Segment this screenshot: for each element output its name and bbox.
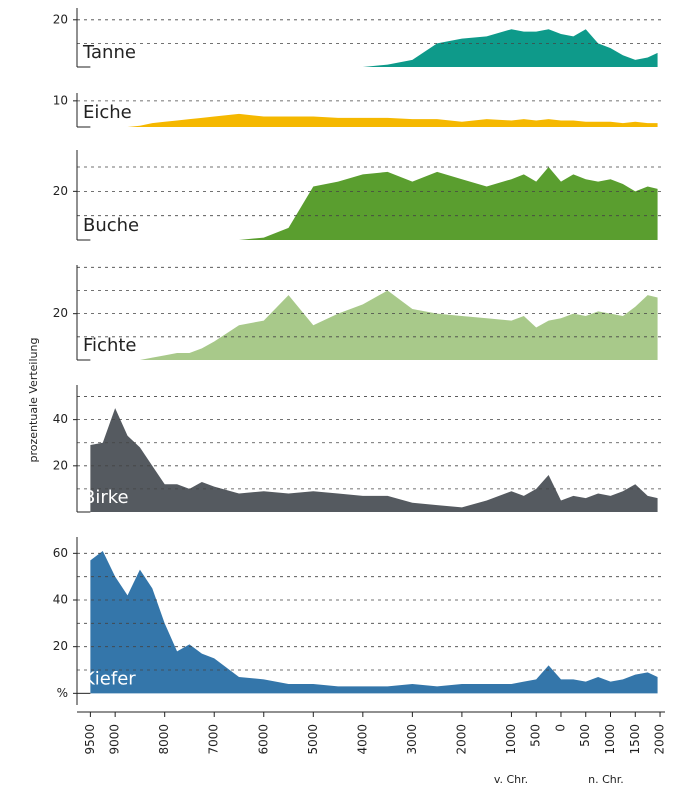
x-tick-label: 500 — [578, 724, 592, 747]
area — [90, 29, 658, 68]
y-tick-label: 10 — [53, 93, 68, 107]
area — [90, 167, 658, 240]
x-tick-label: 9000 — [108, 724, 122, 755]
series-label: Birke — [83, 487, 129, 508]
x-tick-label: 1000 — [504, 724, 518, 755]
series-label: Eiche — [83, 102, 132, 123]
x-tick-label: 500 — [529, 724, 543, 747]
y-tick-label: 20 — [53, 184, 68, 198]
y-axis-label: prozentuale Verteilung — [27, 338, 40, 463]
area — [90, 408, 658, 512]
y-tick-label: % — [57, 686, 68, 700]
x-tick-label: 1500 — [628, 724, 642, 755]
area — [90, 290, 658, 360]
area — [90, 113, 658, 127]
x-tick-label: 5000 — [306, 724, 320, 755]
x-tick-label: 0 — [553, 724, 567, 732]
series-label: Buche — [83, 215, 139, 236]
y-tick-label: 20 — [53, 639, 68, 653]
series-label: Fichte — [83, 335, 136, 356]
y-tick-label: 20 — [53, 458, 68, 472]
y-tick-label: 40 — [53, 593, 68, 607]
x-tick-label: 1000 — [603, 724, 617, 755]
y-tick-label: 20 — [53, 306, 68, 320]
y-tick-label: 20 — [53, 12, 68, 26]
x-tick-label: 4000 — [355, 724, 369, 755]
x-tick-label: 8000 — [157, 724, 171, 755]
x-tick-label: 9500 — [83, 724, 97, 755]
x-tick-label: 2000 — [653, 724, 667, 755]
era-label: n. Chr. — [588, 773, 624, 786]
x-tick-label: 7000 — [207, 724, 221, 755]
y-tick-label: 40 — [53, 412, 68, 426]
series-label: Tanne — [82, 42, 136, 63]
area — [90, 551, 658, 694]
era-label: v. Chr. — [494, 773, 528, 786]
x-tick-label: 3000 — [405, 724, 419, 755]
x-tick-label: 6000 — [256, 724, 270, 755]
x-tick-label: 2000 — [454, 724, 468, 755]
series-label: Kiefer — [83, 668, 136, 689]
y-tick-label: 60 — [53, 546, 68, 560]
